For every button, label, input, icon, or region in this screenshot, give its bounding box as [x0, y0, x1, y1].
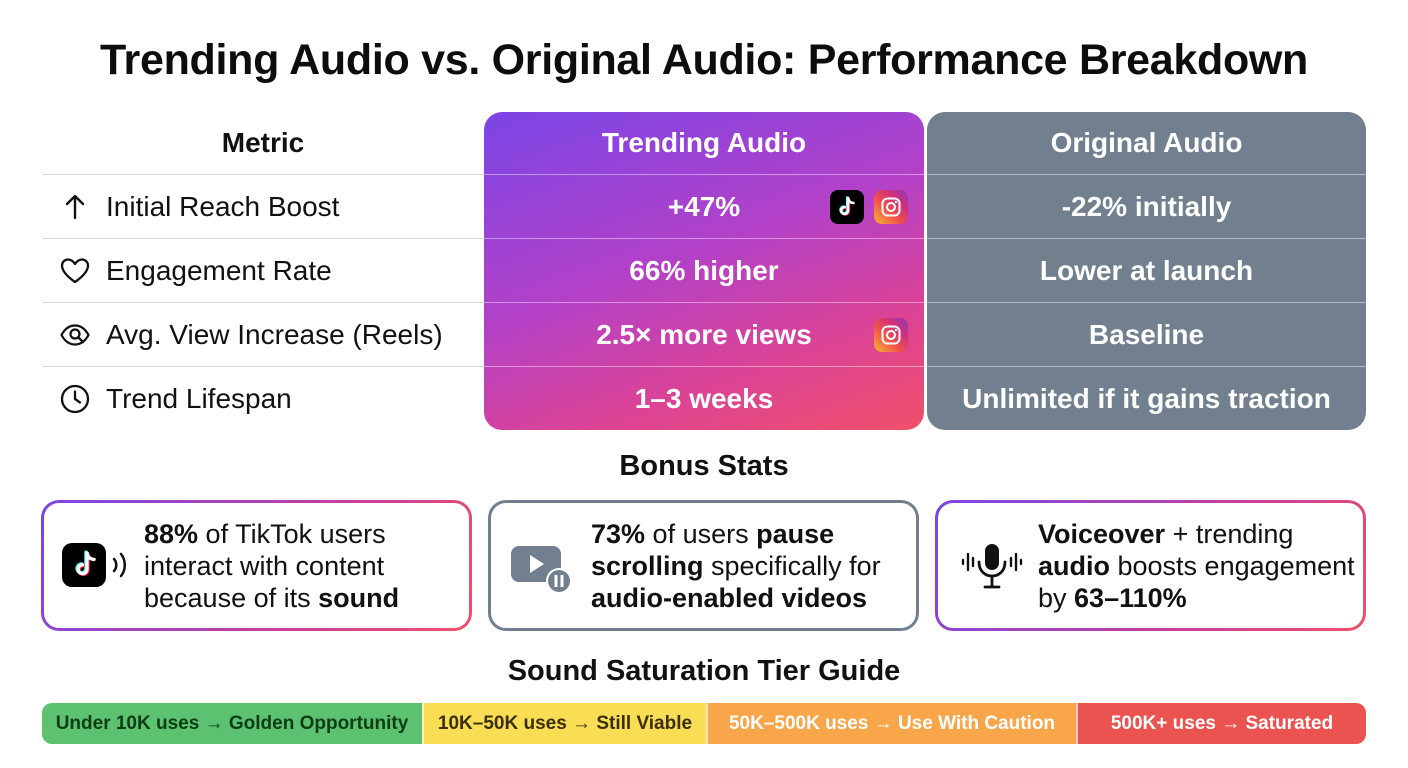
instagram-icon [874, 318, 908, 352]
bonus-card-pause: 73% of users pause scrolling specificall… [488, 500, 919, 631]
metric-column: Initial Reach Boost Engagement Rate Avg.… [42, 174, 484, 430]
trending-value: 2.5× more views [596, 318, 812, 350]
bonus-text-bold: Voiceover [1038, 518, 1166, 549]
eye-search-icon [56, 316, 94, 354]
bonus-text-bold: sound [318, 582, 400, 613]
tier-label: 10K–50K uses → Still Viable [437, 712, 693, 734]
trending-audio-header: Trending Audio [601, 127, 807, 158]
bonus-card-voiceover: Voiceover + trending audio boosts engage… [935, 500, 1366, 631]
arrow-up-icon [56, 188, 94, 226]
metric-row: Initial Reach Boost [42, 174, 484, 238]
bonus-text-bold: 63–110% [1074, 582, 1187, 613]
trending-audio-column: Trending Audio +47% 66% higher 2.5× more… [484, 112, 924, 430]
tier-saturated: 500K+ uses → Saturated [1076, 703, 1366, 744]
bonus-text-bold: audio [1038, 550, 1110, 581]
metric-label: Initial Reach Boost [106, 190, 340, 222]
bonus-text-bold: audio-enabled videos [591, 582, 868, 613]
trending-value: 66% higher [629, 254, 779, 286]
clock-icon [56, 380, 94, 418]
tier-viable: 10K–50K uses → Still Viable [422, 703, 706, 744]
trending-cell: +47% [484, 174, 924, 238]
metric-label: Avg. View Increase (Reels) [106, 318, 443, 350]
bonus-text-segment: boosts engagement by [1038, 550, 1355, 613]
bonus-text-segment: of TikTok users interact with content be… [144, 518, 386, 613]
metric-header: Metric [221, 127, 305, 158]
metric-row: Trend Lifespan [42, 366, 484, 430]
bonus-text-segment: + trending [1165, 518, 1294, 549]
trending-cell: 66% higher [484, 238, 924, 302]
bonus-text-bold: 73% [591, 518, 646, 549]
heart-icon [56, 252, 94, 290]
tiktok-sound-icon [60, 526, 140, 606]
bonus-text-bold: 88% [144, 518, 199, 549]
trending-cell: 2.5× more views [484, 302, 924, 366]
original-value: Unlimited if it gains traction [927, 366, 1366, 430]
tier-label: 500K+ uses → Saturated [1110, 712, 1334, 734]
tier-guide-title: Sound Saturation Tier Guide [507, 655, 901, 687]
original-audio-column: Original Audio -22% initially Lower at l… [927, 112, 1366, 430]
metric-label: Trend Lifespan [106, 382, 292, 414]
tier-label: 50K–500K uses → Use With Caution [728, 712, 1056, 734]
metric-label: Engagement Rate [106, 254, 332, 286]
original-value: -22% initially [927, 174, 1366, 238]
microphone-wave-icon [954, 526, 1034, 606]
tier-golden: Under 10K uses → Golden Opportunity [42, 703, 422, 744]
platform-badges [874, 318, 908, 352]
tiktok-icon [830, 190, 864, 224]
original-value: Lower at launch [927, 238, 1366, 302]
bonus-text: 73% of users pause scrolling specificall… [591, 518, 916, 614]
tier-caution: 50K–500K uses → Use With Caution [706, 703, 1076, 744]
trending-value: +47% [667, 190, 741, 222]
tier-guide-bar: Under 10K uses → Golden Opportunity 10K–… [42, 703, 1366, 744]
bonus-text-bold: pause scrolling [591, 518, 835, 581]
bonus-text: Voiceover + trending audio boosts engage… [1038, 518, 1363, 614]
page-title: Trending Audio vs. Original Audio: Perfo… [99, 36, 1309, 84]
bonus-text: 88% of TikTok users interact with conten… [144, 518, 469, 614]
bonus-card-tiktok: 88% of TikTok users interact with conten… [41, 500, 472, 631]
bonus-text-segment: specifically for [703, 550, 881, 581]
metric-row: Engagement Rate [42, 238, 484, 302]
bonus-text-segment: of users [645, 518, 757, 549]
original-value: Baseline [927, 302, 1366, 366]
original-audio-header: Original Audio [1050, 127, 1243, 158]
tier-label: Under 10K uses → Golden Opportunity [55, 712, 409, 734]
bonus-stats-title: Bonus Stats [619, 450, 789, 482]
platform-badges [830, 190, 908, 224]
trending-cell: 1–3 weeks [484, 366, 924, 430]
trending-value: 1–3 weeks [634, 382, 774, 414]
video-pause-icon [507, 526, 587, 606]
metric-row: Avg. View Increase (Reels) [42, 302, 484, 366]
instagram-icon [874, 190, 908, 224]
